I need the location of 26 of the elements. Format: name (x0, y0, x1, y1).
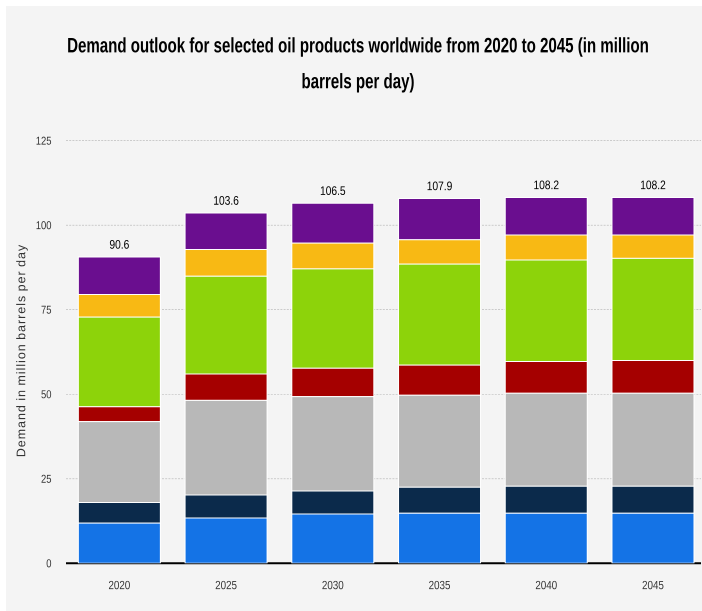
total-label: 108.2 (640, 180, 666, 190)
total-label: 106.5 (320, 186, 346, 196)
y-tick-label: 125 (36, 136, 52, 145)
x-tick-label: 2020 (108, 580, 130, 590)
x-tick-label: 2040 (536, 580, 557, 590)
x-tick-label: 2045 (642, 580, 664, 590)
total-label: 108.2 (534, 180, 559, 190)
y-tick-label: 25 (42, 474, 52, 483)
y-tick-label: 0 (46, 559, 52, 568)
total-label: 90.6 (110, 240, 129, 249)
bar (398, 512, 482, 564)
y-tick-label: 75 (42, 306, 52, 314)
bar (291, 513, 374, 564)
x-tick-label: 2035 (429, 580, 450, 590)
x-tick-label: 2025 (216, 580, 237, 590)
chart-title: Demand outlook for selected oil products worldwide from 2020 to 2045 (in million barrels per day) (68, 37, 648, 93)
total-label: 103.6 (214, 196, 238, 205)
y-axis-title: Demand in million barrels per day (16, 244, 28, 456)
y-tick-label: 100 (36, 221, 52, 230)
bar (184, 517, 268, 564)
bar (78, 522, 161, 564)
x-tick-label: 2030 (322, 580, 344, 590)
bar (504, 512, 588, 564)
bar (611, 512, 694, 564)
y-tick-label: 50 (41, 390, 52, 398)
total-label: 107.9 (428, 181, 452, 190)
